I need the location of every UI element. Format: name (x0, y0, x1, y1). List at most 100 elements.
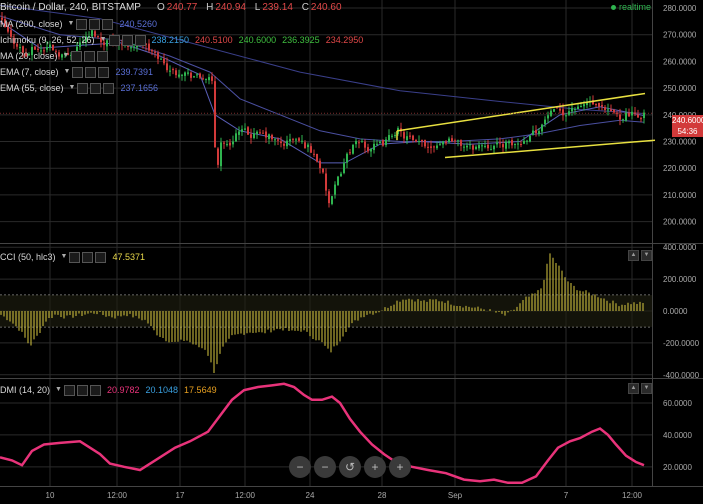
symbol-title[interactable]: Bitcoin / Dollar, 240, BITSTAMP (0, 2, 141, 13)
chevron-down-icon[interactable]: ▼ (99, 36, 107, 43)
gear-icon[interactable] (85, 66, 97, 78)
candle-body (553, 109, 555, 112)
pane-down-icon[interactable]: ▼ (641, 250, 652, 261)
chevron-down-icon[interactable]: ▼ (67, 20, 75, 27)
candle-body (163, 58, 165, 64)
dmi-line (0, 382, 645, 485)
scroll-left-button[interactable]: − (289, 456, 311, 478)
close-icon[interactable] (89, 384, 101, 396)
chevron-down-icon[interactable]: ▼ (55, 386, 62, 393)
indicator-name[interactable]: EMA (7, close) (0, 67, 59, 77)
eye-icon[interactable] (71, 50, 83, 62)
candle-body (370, 149, 372, 152)
gear-icon[interactable] (82, 251, 94, 263)
chevron-down-icon[interactable]: ▼ (62, 52, 70, 59)
close-icon[interactable] (102, 18, 114, 30)
pane-up-icon[interactable]: ▲ (628, 250, 639, 261)
candle-body (277, 139, 279, 141)
cci-band-fill (0, 295, 652, 327)
chevron-down-icon[interactable]: ▼ (60, 253, 68, 260)
candle-body (526, 140, 528, 142)
candle-body (313, 153, 315, 155)
dmi-name[interactable]: DMI (14, 20) (0, 385, 51, 395)
ema-55-line (0, 15, 645, 142)
gear-icon[interactable] (84, 50, 96, 62)
candle-body (250, 134, 252, 138)
candle-body (637, 114, 639, 118)
close-icon[interactable] (97, 50, 109, 62)
candle-body (430, 146, 432, 148)
candle-body (337, 176, 339, 185)
close-icon[interactable] (95, 251, 107, 263)
realtime-indicator: realtime (611, 2, 651, 12)
candle-body (289, 139, 291, 142)
pane-down-icon[interactable]: ▼ (641, 383, 652, 394)
candle-body (157, 52, 159, 59)
candle-body (523, 140, 525, 144)
candle-body (514, 144, 516, 146)
candle-body (148, 43, 150, 51)
candle-body (100, 37, 102, 43)
gear-icon[interactable] (76, 384, 88, 396)
eye-icon[interactable] (76, 18, 88, 30)
reset-zoom-button[interactable]: ↺ (339, 456, 361, 478)
scroll-right-button[interactable]: + (389, 456, 411, 478)
candle-body (601, 105, 603, 107)
indicator-value: 240.5260 (119, 19, 158, 29)
y-tick-label: 260.0000 (663, 57, 697, 66)
indicator-value: 239.7391 (115, 67, 154, 77)
pane-up-icon[interactable]: ▲ (628, 383, 639, 394)
candle-body (325, 173, 327, 191)
candle-body (643, 112, 645, 119)
candle-body (502, 144, 504, 148)
candle-body (376, 143, 378, 145)
candle-body (607, 109, 609, 111)
candle-body (478, 145, 480, 149)
ma-200-line (0, 4, 645, 114)
candle-body (40, 50, 42, 52)
eye-icon[interactable] (108, 34, 120, 46)
candle-body (88, 35, 90, 37)
indicator-name[interactable]: MA (200, close) (0, 19, 63, 29)
eye-icon[interactable] (63, 384, 75, 396)
candle-body (82, 41, 84, 43)
chevron-down-icon[interactable]: ▼ (63, 68, 71, 75)
candle-body (262, 132, 264, 134)
close-icon[interactable] (103, 82, 115, 94)
zoom-out-button[interactable]: − (314, 456, 336, 478)
eye-icon[interactable] (77, 82, 89, 94)
candle-body (352, 144, 354, 154)
y-tick-label: 200.0000 (663, 218, 697, 227)
indicator-name[interactable]: Ichimoku (9, 26, 52, 26) (0, 35, 95, 45)
candle-body (481, 145, 483, 147)
candle-body (622, 119, 624, 121)
gear-icon[interactable] (89, 18, 101, 30)
close-icon[interactable] (134, 34, 146, 46)
eye-icon[interactable] (69, 251, 81, 263)
candle-body (520, 144, 522, 146)
candle-body (298, 138, 300, 141)
gear-icon[interactable] (90, 82, 102, 94)
chevron-down-icon[interactable]: ▼ (68, 84, 76, 91)
candle-body (529, 135, 531, 142)
gear-icon[interactable] (121, 34, 133, 46)
candle-body (19, 46, 21, 49)
y-tick-label: 220.0000 (663, 164, 697, 173)
candle-body (184, 72, 186, 76)
candle-body (445, 141, 447, 144)
x-tick-label: 10 (46, 491, 55, 500)
zoom-in-button[interactable]: + (364, 456, 386, 478)
candle-body (130, 47, 132, 49)
eye-icon[interactable] (72, 66, 84, 78)
candle-body (580, 106, 582, 108)
cci-name[interactable]: CCI (50, hlc3) (0, 252, 56, 262)
candle-body (544, 119, 546, 125)
channel-lower-line (444, 139, 656, 159)
close-icon[interactable] (98, 66, 110, 78)
candle-body (616, 112, 618, 114)
indicator-name[interactable]: EMA (55, close) (0, 83, 64, 93)
candle-body (373, 143, 375, 151)
candle-body (463, 146, 465, 148)
indicator-name[interactable]: MA (20, close) (0, 51, 58, 61)
